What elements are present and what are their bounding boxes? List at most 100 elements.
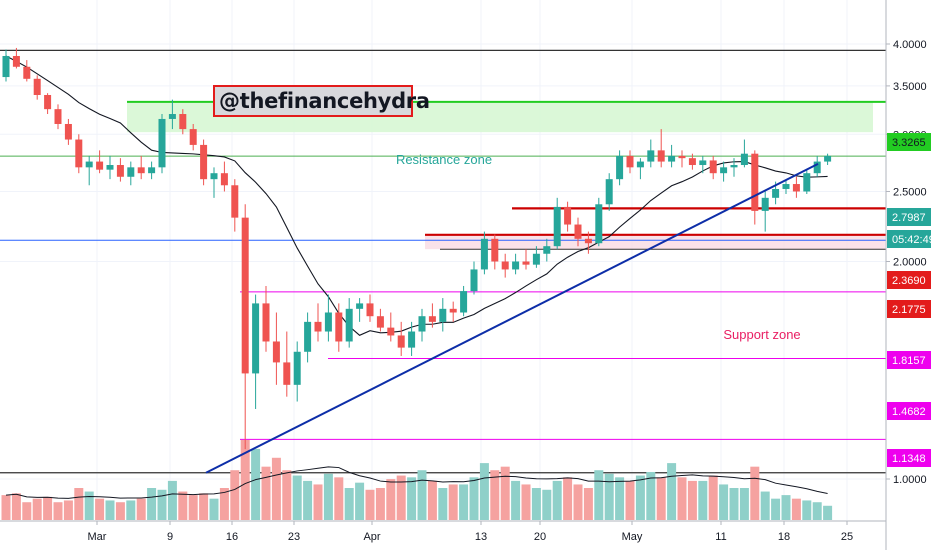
candle-body <box>449 308 457 313</box>
candle-body <box>543 246 551 254</box>
candle-body <box>553 206 561 247</box>
candle-body <box>85 161 93 168</box>
volume-bar <box>74 488 84 520</box>
price-badges: 3.3265 2.7987 05:42:49 2.3690 2.1775 1.8157 1.… <box>887 133 932 467</box>
candle-body <box>439 308 447 322</box>
volume-bar <box>147 488 157 520</box>
candle-body <box>678 155 686 159</box>
candle-body <box>574 224 582 239</box>
candle-body <box>460 291 468 313</box>
time-axis[interactable]: Mar 9 16 23 Apr 13 20 May 11 18 25 <box>0 520 886 543</box>
volume-ma-line <box>5 466 828 499</box>
time-tick-label: Mar <box>88 531 107 543</box>
trendline[interactable] <box>205 162 819 474</box>
candle-body <box>720 167 728 174</box>
candle-body <box>688 158 696 166</box>
candle-body <box>397 335 405 348</box>
volume-bar <box>677 477 687 520</box>
price-tick-label: 1.0000 <box>893 474 927 486</box>
price-badge-label: 2.1775 <box>892 304 926 316</box>
volume-bar <box>511 480 521 520</box>
candle-body <box>491 238 499 262</box>
volume-bar <box>11 493 21 520</box>
candle-body <box>220 173 228 186</box>
candle-body <box>106 165 114 170</box>
volume-bar <box>157 489 167 520</box>
volume-bar <box>178 491 188 520</box>
volume-bar <box>240 440 250 520</box>
volume-bar <box>271 457 281 520</box>
price-badge-label: 05:42:49 <box>892 234 932 246</box>
volume-bar <box>313 484 323 520</box>
volume-bar <box>344 488 354 520</box>
trendline-line <box>205 162 819 474</box>
volume-bar <box>646 472 656 520</box>
candle-body <box>148 167 156 174</box>
volume-bar <box>583 488 593 520</box>
volume-bar <box>500 466 510 520</box>
volume-bar <box>469 477 479 520</box>
volume-bar <box>261 466 271 520</box>
time-tick-label: 11 <box>715 531 726 543</box>
price-tick-label: 2.0000 <box>893 257 927 269</box>
time-tick-label: 25 <box>841 531 853 543</box>
candle-body <box>532 253 540 265</box>
volume-bar <box>115 502 125 520</box>
volume-bar <box>625 480 635 520</box>
price-badge-label: 3.3265 <box>892 137 926 149</box>
volume-bar <box>438 488 448 520</box>
volume-bar <box>698 480 708 520</box>
candle-body <box>522 261 530 265</box>
time-tick-label: 23 <box>288 531 300 543</box>
volume-bar <box>407 477 417 520</box>
candle-body <box>740 153 748 166</box>
volume-bar <box>490 470 500 520</box>
volume-bar <box>136 498 146 520</box>
ma-line <box>5 55 828 336</box>
price-badge <box>887 230 931 248</box>
price-tick-label: 3.5000 <box>893 81 927 93</box>
volume-bar <box>552 480 562 520</box>
volume-bar <box>427 480 437 520</box>
candle-body <box>116 165 124 177</box>
price-badge-label: 2.3690 <box>892 275 926 287</box>
candle-body <box>335 312 343 342</box>
candle-body <box>387 327 395 336</box>
volume-bar <box>1 495 11 520</box>
price-tick-label: 4.0000 <box>893 39 927 51</box>
candle-body <box>23 66 31 79</box>
volume-bar <box>781 495 791 520</box>
candle-body <box>418 316 426 332</box>
candle-body <box>772 188 780 198</box>
candle-body <box>189 129 197 145</box>
volume-bar <box>53 502 63 520</box>
candle-body <box>699 160 707 166</box>
volume-bar <box>230 470 240 520</box>
volume-bar <box>459 484 469 520</box>
volume-bar <box>771 498 781 520</box>
candle-body <box>657 150 665 162</box>
price-tick-label: 2.5000 <box>893 186 927 198</box>
candle-body <box>241 217 249 374</box>
volume-bar <box>209 498 219 520</box>
volume-bar <box>791 498 801 520</box>
volume-bar <box>573 484 583 520</box>
volume-bar <box>615 477 625 520</box>
candle-body <box>376 316 384 328</box>
time-tick-label: Apr <box>363 531 380 543</box>
candle-body <box>200 144 208 180</box>
volume-bar <box>188 495 198 520</box>
volume-bar <box>812 502 822 520</box>
grid <box>0 0 886 520</box>
candle-body <box>512 261 520 270</box>
price-badge <box>887 449 931 467</box>
volume-bar <box>823 505 833 520</box>
volume-bars <box>1 440 833 520</box>
volume-bar <box>32 498 42 520</box>
volume-bar <box>126 500 136 520</box>
price-badge <box>887 402 931 420</box>
candle-body <box>356 303 364 309</box>
volume-bar <box>386 479 396 520</box>
